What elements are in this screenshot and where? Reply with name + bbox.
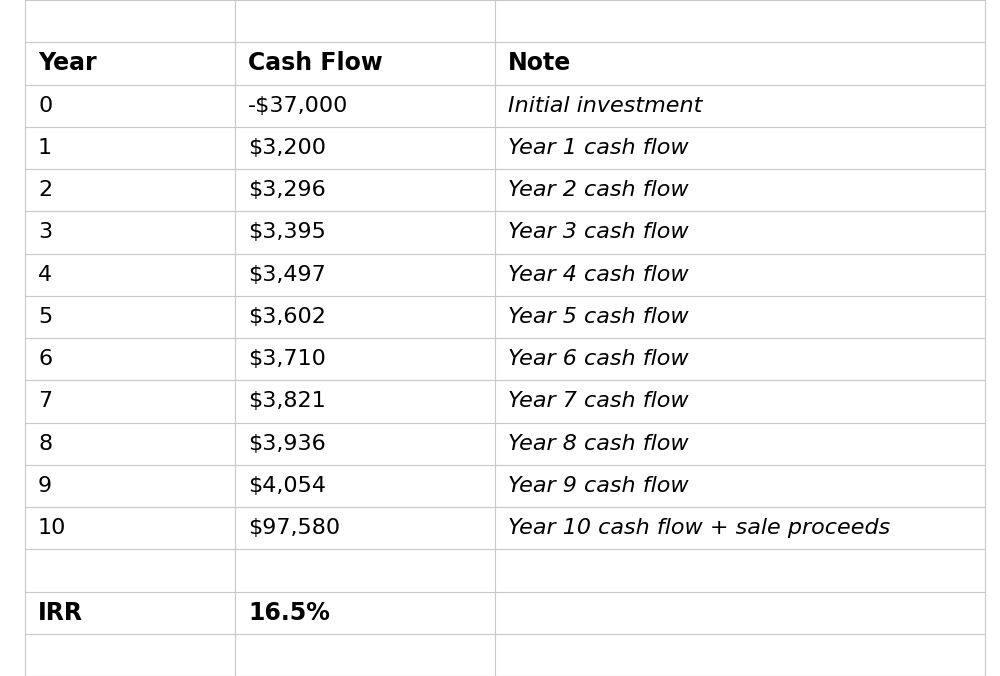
Text: Year 6 cash flow: Year 6 cash flow [508,349,689,369]
Text: Year 9 cash flow: Year 9 cash flow [508,476,689,496]
Text: $3,395: $3,395 [248,222,326,243]
Text: $3,602: $3,602 [248,307,326,327]
Text: Year 4 cash flow: Year 4 cash flow [508,264,689,285]
Text: Note: Note [508,51,571,76]
Text: $3,497: $3,497 [248,264,326,285]
Text: 0: 0 [38,95,52,116]
Text: 6: 6 [38,349,52,369]
Text: Year 8 cash flow: Year 8 cash flow [508,433,689,454]
Text: 7: 7 [38,391,52,412]
Text: Year 5 cash flow: Year 5 cash flow [508,307,689,327]
Text: 1: 1 [38,138,52,158]
Text: 2: 2 [38,180,52,200]
Text: $3,200: $3,200 [248,138,326,158]
Text: -$37,000: -$37,000 [248,95,348,116]
Text: 3: 3 [38,222,52,243]
Text: Year: Year [38,51,97,76]
Text: 8: 8 [38,433,52,454]
Text: Year 3 cash flow: Year 3 cash flow [508,222,689,243]
Text: 10: 10 [38,518,66,538]
Text: 4: 4 [38,264,52,285]
Text: $3,936: $3,936 [248,433,326,454]
Text: $3,710: $3,710 [248,349,326,369]
Text: Initial investment: Initial investment [508,95,702,116]
Text: 5: 5 [38,307,52,327]
Text: 9: 9 [38,476,52,496]
Text: Cash Flow: Cash Flow [248,51,383,76]
Text: Year 2 cash flow: Year 2 cash flow [508,180,689,200]
Text: Year 7 cash flow: Year 7 cash flow [508,391,689,412]
Text: 16.5%: 16.5% [248,600,330,625]
Text: IRR: IRR [38,600,83,625]
Text: Year 10 cash flow + sale proceeds: Year 10 cash flow + sale proceeds [508,518,890,538]
Text: Year 1 cash flow: Year 1 cash flow [508,138,689,158]
Text: $3,296: $3,296 [248,180,326,200]
Text: $4,054: $4,054 [248,476,326,496]
Text: $97,580: $97,580 [248,518,340,538]
Text: $3,821: $3,821 [248,391,326,412]
